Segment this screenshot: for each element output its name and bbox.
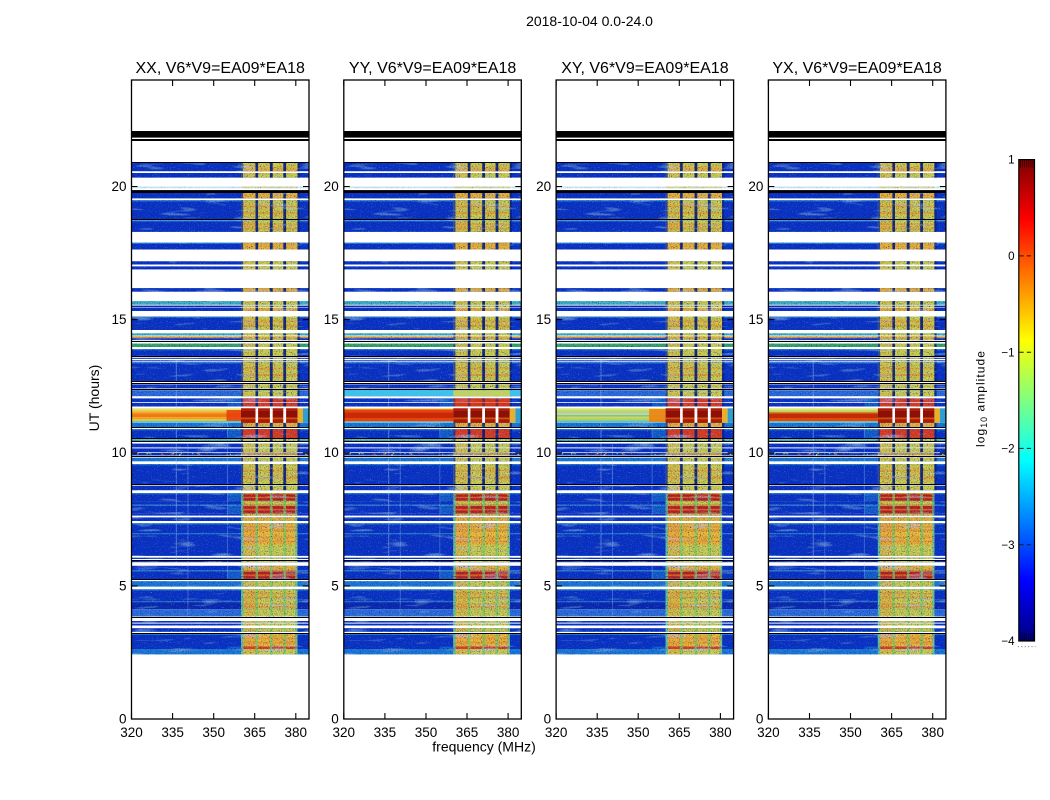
svg-text:335: 335	[161, 725, 184, 740]
svg-text:0: 0	[756, 711, 764, 726]
svg-text:UT (hours): UT (hours)	[86, 365, 102, 432]
svg-text:20: 20	[536, 179, 551, 194]
svg-text:−3: −3	[1001, 539, 1014, 552]
svg-text:10: 10	[111, 445, 126, 460]
svg-text:0: 0	[119, 711, 127, 726]
svg-text:5: 5	[119, 578, 127, 593]
svg-text:5: 5	[756, 578, 764, 593]
svg-text:320: 320	[545, 725, 568, 740]
svg-text:2018-10-04 0.0-24.0: 2018-10-04 0.0-24.0	[526, 13, 653, 29]
svg-text:380: 380	[497, 725, 520, 740]
svg-text:335: 335	[798, 725, 821, 740]
svg-text:5: 5	[331, 578, 339, 593]
svg-text:365: 365	[880, 725, 903, 740]
svg-text:350: 350	[627, 725, 650, 740]
svg-text:365: 365	[243, 725, 266, 740]
svg-text:380: 380	[709, 725, 732, 740]
svg-text:350: 350	[415, 725, 438, 740]
svg-text:380: 380	[921, 725, 944, 740]
svg-text:−2: −2	[1001, 443, 1014, 456]
svg-text:380: 380	[285, 725, 308, 740]
svg-text:350: 350	[202, 725, 225, 740]
svg-text:20: 20	[324, 179, 339, 194]
svg-text:365: 365	[668, 725, 691, 740]
svg-text:15: 15	[536, 312, 551, 327]
svg-text:20: 20	[748, 179, 763, 194]
svg-text:320: 320	[757, 725, 780, 740]
svg-text:10: 10	[748, 445, 763, 460]
svg-text:5: 5	[544, 578, 552, 593]
svg-text:1: 1	[1008, 154, 1014, 167]
svg-text:−1: −1	[1001, 346, 1014, 359]
svg-text:−4: −4	[1001, 635, 1015, 648]
svg-text:XY, V6*V9=EA09*EA18: XY, V6*V9=EA09*EA18	[561, 60, 728, 77]
svg-text:0: 0	[544, 711, 552, 726]
svg-text:335: 335	[374, 725, 397, 740]
svg-text:YY, V6*V9=EA09*EA18: YY, V6*V9=EA09*EA18	[349, 60, 516, 77]
svg-text:10: 10	[324, 445, 339, 460]
svg-text:350: 350	[839, 725, 862, 740]
svg-text:15: 15	[111, 312, 126, 327]
svg-text:YX, V6*V9=EA09*EA18: YX, V6*V9=EA09*EA18	[772, 60, 942, 77]
svg-text:320: 320	[120, 725, 143, 740]
svg-text:20: 20	[111, 179, 126, 194]
svg-text:15: 15	[324, 312, 339, 327]
svg-text:365: 365	[456, 725, 479, 740]
svg-text:log10 amplitude: log10 amplitude	[974, 350, 990, 447]
svg-text:10: 10	[536, 445, 551, 460]
svg-text:335: 335	[586, 725, 609, 740]
svg-text:frequency (MHz): frequency (MHz)	[432, 739, 535, 755]
svg-text:320: 320	[333, 725, 356, 740]
svg-text:0: 0	[1008, 250, 1014, 263]
svg-text:0: 0	[331, 711, 339, 726]
svg-text:XX, V6*V9=EA09*EA18: XX, V6*V9=EA09*EA18	[135, 60, 305, 77]
svg-text:15: 15	[748, 312, 763, 327]
